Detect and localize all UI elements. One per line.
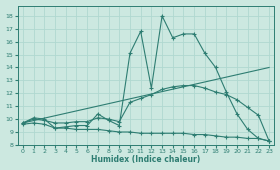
X-axis label: Humidex (Indice chaleur): Humidex (Indice chaleur) bbox=[91, 155, 201, 164]
